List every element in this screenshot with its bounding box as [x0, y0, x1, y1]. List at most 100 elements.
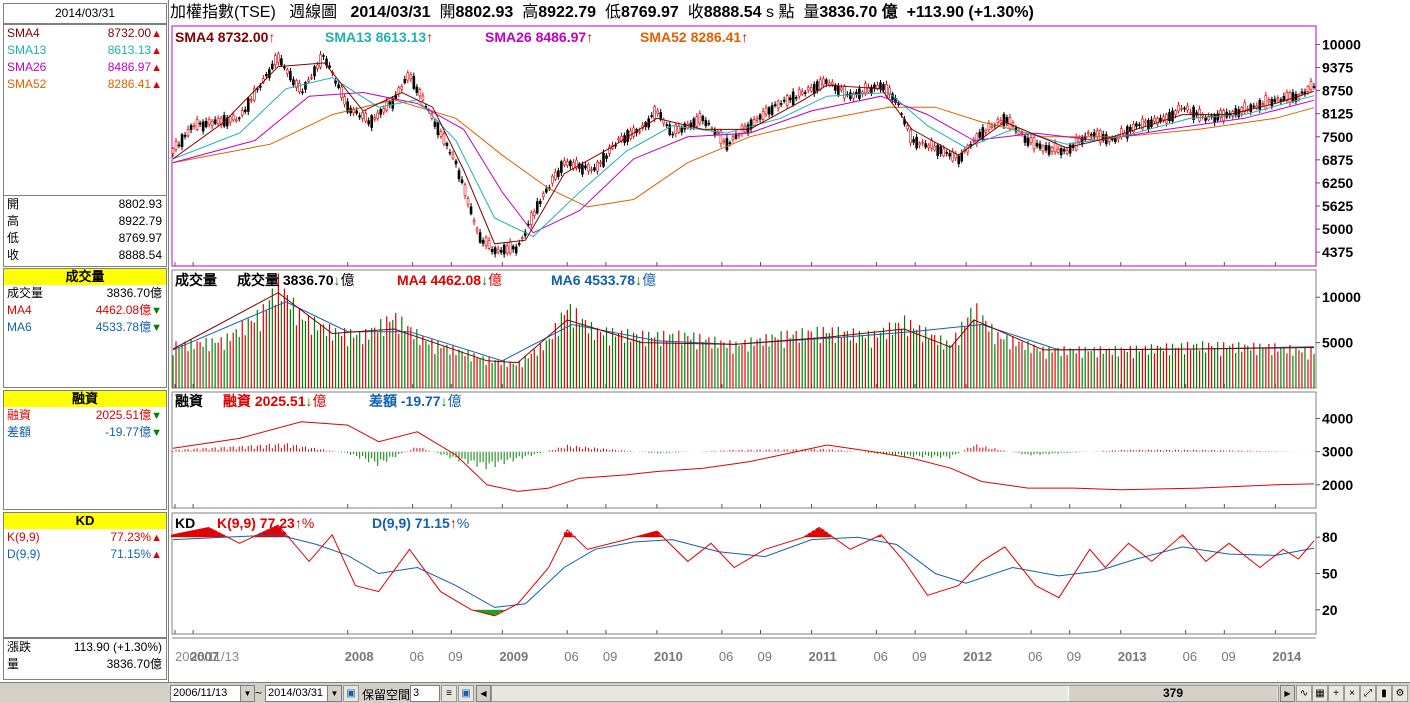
start-date-select[interactable]: 2006/11/13 [170, 685, 246, 702]
candle-body [584, 165, 587, 169]
x-tick-label: 06 [1183, 649, 1197, 664]
spin-icon[interactable]: ≡ [441, 685, 457, 702]
candle-body [849, 92, 852, 100]
candle-body [731, 136, 735, 140]
header-unit-note: s 點 [766, 4, 795, 21]
candle-body [1153, 117, 1156, 122]
candle-body [1026, 137, 1030, 146]
scrollbar-track[interactable]: 379 [491, 685, 1279, 702]
candle-body [541, 193, 545, 198]
candle-body [1041, 145, 1045, 152]
candle-body [545, 188, 548, 193]
end-date-dropdown-icon[interactable]: ▼ [327, 685, 342, 702]
x-tick-label: 2009 [499, 649, 528, 664]
candle-body [198, 122, 202, 125]
row-value: 8922.79 [119, 213, 162, 230]
candle-body [551, 175, 554, 184]
candle-body [1267, 99, 1271, 102]
row-value-text: 4533.78億 [95, 320, 152, 334]
candle-body [924, 143, 927, 148]
down-arrow-icon: ▼ [151, 305, 162, 317]
candle-body [659, 112, 663, 120]
candle-body [505, 245, 509, 254]
candle-body [695, 116, 699, 127]
row-value-text: 8769.97 [118, 231, 162, 245]
candle-body [1144, 120, 1147, 124]
tools-icon[interactable]: ⚙ [1392, 685, 1408, 702]
row-value: 8286.41▲ [108, 76, 162, 94]
candle-body [1065, 150, 1069, 154]
candle-body [466, 198, 470, 205]
candle-body [945, 152, 949, 154]
candle-body [996, 119, 1000, 123]
start-date-dropdown-icon[interactable]: ▼ [240, 685, 255, 702]
candle-body [602, 152, 605, 167]
reserve-space-input[interactable]: 3 [410, 685, 440, 702]
candle-body [463, 184, 467, 197]
left-row: 開 8802.93 [4, 196, 166, 213]
apply-date-icon[interactable]: ▣ [343, 685, 359, 702]
calendar-icon[interactable]: ▦ [1312, 685, 1328, 702]
candle-body [448, 152, 452, 154]
candle-body [340, 86, 343, 98]
candle-body [689, 122, 693, 128]
candle-body [834, 84, 837, 91]
candle-body [638, 130, 641, 133]
candle-body [249, 98, 253, 101]
candle-body [704, 120, 708, 127]
zoom-out-icon[interactable]: × [1344, 685, 1360, 702]
candle-body [346, 101, 349, 113]
left-date-box: 2014/03/31 [3, 3, 167, 24]
end-date-select[interactable]: 2014/03/31 [265, 685, 341, 702]
candle-body [803, 92, 807, 94]
chart-line-icon[interactable]: ∿ [1296, 685, 1312, 702]
left-row: MA6 4533.78億▼ [4, 319, 166, 336]
candle-body [201, 121, 205, 132]
candle-body [749, 119, 753, 130]
x-tick-label: 2013 [1118, 649, 1147, 664]
up-arrow-icon: ↑ [586, 29, 593, 45]
scrollbar-thumb[interactable]: 379 [1068, 686, 1277, 701]
candle-body [722, 140, 726, 143]
scroll-value: 379 [1162, 686, 1184, 700]
candle-body [788, 97, 792, 101]
candle-body [701, 115, 705, 122]
candle-body [948, 152, 952, 157]
ohlc-info-box: 開 8802.93 高 8922.79 低 8769.97 收 8888.54 [3, 195, 167, 267]
candle-body [424, 106, 428, 108]
candle-body [195, 119, 199, 130]
legend-text: MA6 4533.78 [551, 272, 635, 288]
legend-suffix: 億 [488, 272, 502, 288]
candle-body [454, 160, 458, 165]
candle-body [355, 110, 358, 114]
candle-body [942, 148, 946, 157]
candle-body [593, 167, 596, 171]
candle-body [990, 125, 994, 128]
candle-body [240, 110, 244, 116]
candle-body [409, 74, 413, 80]
legend-text: KD [175, 515, 195, 531]
candle-body [821, 78, 825, 86]
settings-icon[interactable]: ▣ [458, 685, 474, 702]
zoom-in-icon[interactable]: + [1328, 685, 1344, 702]
candle-body [843, 85, 846, 99]
row-value-text: 8922.79 [118, 214, 162, 228]
change-value: 113.90 (+1.30%) [73, 640, 162, 654]
row-label: 收 [7, 248, 20, 262]
candle-body [831, 82, 834, 85]
candle-body [806, 87, 810, 91]
row-label: MA4 [7, 303, 32, 317]
x-tick-label: 06 [719, 649, 733, 664]
candle-body [1180, 108, 1183, 110]
left-row: SMA26 8486.97▲ [4, 59, 166, 76]
candle-body [767, 107, 771, 115]
scroll-right-icon[interactable]: ▶ [1280, 685, 1295, 702]
scroll-left-icon[interactable]: ◀ [476, 685, 491, 702]
candle-body [1092, 132, 1096, 138]
header-open: 8802.93 [455, 4, 514, 21]
header-date: 2014/03/31 [350, 4, 431, 21]
bar-chart-icon[interactable]: ▮ [1376, 685, 1392, 702]
row-value: 71.15%▲ [110, 546, 162, 564]
zoom-range-icon[interactable]: ⤢ [1360, 685, 1376, 702]
